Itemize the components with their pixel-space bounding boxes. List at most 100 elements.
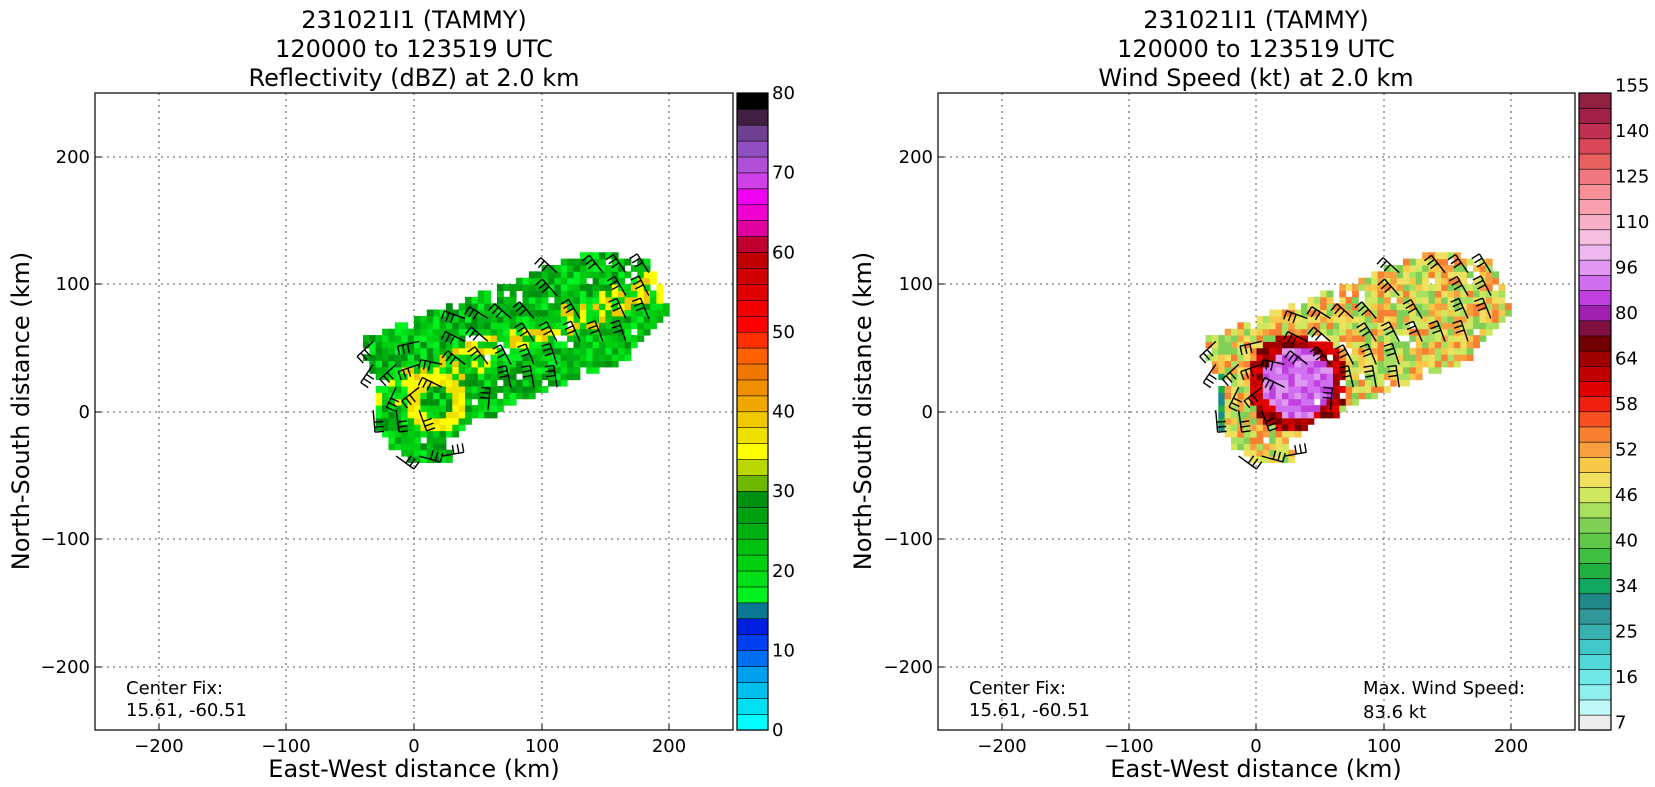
wind-barb xyxy=(1380,321,1400,342)
echo-cell xyxy=(541,315,549,323)
echo-cell xyxy=(1466,309,1474,317)
echo-cell xyxy=(1403,271,1410,279)
echo-cell xyxy=(1453,322,1461,330)
echo-cell xyxy=(586,322,594,330)
colorbar-swatch xyxy=(736,570,769,588)
echo-cell xyxy=(656,296,664,304)
echo-cell xyxy=(1307,309,1315,317)
colorbar-swatch xyxy=(736,251,769,269)
echo-cell xyxy=(579,315,587,323)
echo-cell xyxy=(452,360,460,368)
echo-cell xyxy=(535,315,543,323)
colorbar-swatch xyxy=(1578,638,1612,655)
echo-cell xyxy=(547,379,555,387)
echo-cell xyxy=(1231,443,1238,451)
echo-cell xyxy=(1352,296,1359,304)
echo-cell xyxy=(1339,386,1347,393)
echo-cell xyxy=(1485,284,1493,291)
echo-cell xyxy=(1211,341,1219,349)
echo-cell xyxy=(1390,322,1398,330)
echo-cell xyxy=(439,379,447,387)
echo-cell xyxy=(1345,379,1353,387)
echo-cell xyxy=(1243,360,1251,368)
wind-barb xyxy=(1284,443,1307,457)
echo-cell xyxy=(445,405,453,412)
echo-cell xyxy=(1377,277,1385,285)
panel2-center-fix-value: 15.61, -60.51 xyxy=(969,700,1090,721)
echo-cell xyxy=(1371,341,1379,349)
echo-cell xyxy=(1250,328,1257,336)
echo-cell xyxy=(567,271,574,279)
echo-cell xyxy=(1294,309,1302,317)
echo-cell xyxy=(535,373,543,381)
echo-cell xyxy=(1352,379,1359,387)
echo-cell xyxy=(1415,290,1423,298)
echo-cell xyxy=(554,360,562,368)
echo-cell xyxy=(1371,277,1379,285)
echo-cell xyxy=(560,277,568,285)
echo-cell xyxy=(1275,322,1283,330)
colorbar-swatch xyxy=(1578,214,1612,231)
echo-cell xyxy=(465,417,472,425)
echo-cell xyxy=(547,373,555,381)
echo-cell xyxy=(522,322,530,330)
echo-cell xyxy=(1383,347,1391,355)
echo-cell xyxy=(1479,258,1487,266)
echo-cell xyxy=(407,335,415,342)
echo-cell xyxy=(662,303,670,311)
echo-cell xyxy=(477,366,485,374)
echo-cell xyxy=(471,366,479,374)
echo-cell xyxy=(592,315,600,323)
echo-cell xyxy=(1403,354,1410,362)
echo-cell xyxy=(1320,366,1328,374)
echo-cell xyxy=(477,373,485,381)
echo-cell xyxy=(433,411,441,419)
echo-cell xyxy=(1250,354,1257,362)
wind-barb xyxy=(1452,319,1469,342)
echo-cell xyxy=(439,315,447,323)
echo-cell xyxy=(439,386,447,393)
echo-cell xyxy=(1237,354,1245,362)
echo-cell xyxy=(1237,386,1245,393)
echo-cell xyxy=(1434,366,1442,374)
echo-cell xyxy=(1492,322,1500,330)
echo-cell xyxy=(1301,405,1308,412)
echo-cell xyxy=(477,354,485,362)
echo-cell xyxy=(1269,405,1277,412)
wind-barb xyxy=(1215,410,1227,433)
panel1-center-fix-value: 15.61, -60.51 xyxy=(126,700,247,721)
echo-cell xyxy=(471,386,479,393)
echo-cell xyxy=(1281,392,1289,400)
colorbar-swatch xyxy=(1578,305,1612,322)
echo-cell xyxy=(1224,430,1232,438)
echo-cell xyxy=(541,354,549,362)
echo-cell xyxy=(414,449,421,457)
echo-cell xyxy=(477,392,485,400)
echo-cell xyxy=(1326,347,1334,355)
echo-cell xyxy=(388,366,396,374)
echo-cell xyxy=(1466,354,1474,362)
wind-barb xyxy=(560,298,581,319)
echo-cell xyxy=(1409,296,1417,304)
echo-cell xyxy=(516,354,523,362)
echo-cell xyxy=(611,347,619,355)
colorbar-tick-label: 25 xyxy=(1615,621,1638,642)
echo-cell xyxy=(586,366,594,374)
echo-cell xyxy=(445,411,453,419)
echo-cell xyxy=(1320,347,1328,355)
echo-cell xyxy=(1275,424,1283,432)
echo-cell xyxy=(1288,322,1296,330)
echo-cell xyxy=(1358,322,1366,330)
echo-cell xyxy=(1473,264,1480,272)
echo-cell xyxy=(586,328,594,336)
wind-barb xyxy=(1309,346,1331,365)
echo-cell xyxy=(1453,296,1461,304)
colorbar-swatch xyxy=(1578,259,1612,276)
echo-cell xyxy=(522,366,530,374)
echo-cell xyxy=(401,335,409,342)
wind-barb xyxy=(606,275,627,296)
echo-cell xyxy=(433,322,441,330)
echo-cell xyxy=(1237,373,1245,381)
echo-cell xyxy=(458,335,466,342)
echo-cell xyxy=(1383,354,1391,362)
